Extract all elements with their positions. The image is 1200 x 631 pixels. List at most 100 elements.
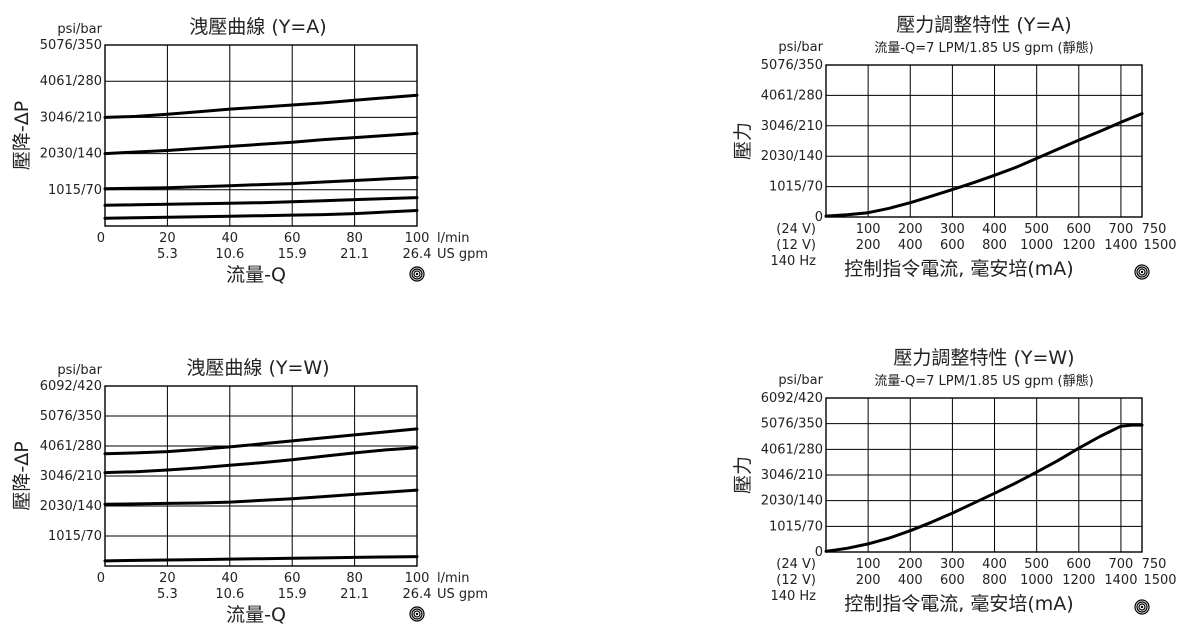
y-tick-label: 4061/280 xyxy=(761,88,823,103)
x-axis-label: 流量-Q xyxy=(226,604,286,626)
y-tick-label: 4061/280 xyxy=(761,442,823,457)
x-row-label: 140 Hz xyxy=(770,589,816,604)
hydraulic-symbol-icon xyxy=(409,266,425,282)
x-tick-label: 300 xyxy=(940,222,965,237)
x-tick-label-secondary: 1200 xyxy=(1062,238,1095,253)
series-line-3 xyxy=(103,488,419,506)
x-tick-label-secondary: 1000 xyxy=(1020,573,1053,588)
x-tick-label: 0 xyxy=(97,571,105,586)
hydraulic-symbol-icon xyxy=(1134,264,1150,280)
x-tick-label: 100 xyxy=(856,557,881,572)
x-tick-label: 100 xyxy=(405,231,430,246)
x-row-label: (24 V) xyxy=(776,222,816,237)
series-line-2 xyxy=(103,446,419,475)
x-tick-label-secondary: 400 xyxy=(898,238,923,253)
x-tick-label-secondary: 200 xyxy=(856,573,881,588)
x-tick-label: 400 xyxy=(982,222,1007,237)
x-row-label: (12 V) xyxy=(776,573,816,588)
x-unit-label-secondary: US gpm xyxy=(437,247,488,262)
chart-title: 洩壓曲線 (Y=A) xyxy=(189,16,326,38)
x-tick-label: 60 xyxy=(284,571,301,586)
x-tick-label-secondary: 1200 xyxy=(1062,573,1095,588)
y-unit-label: psi/bar xyxy=(57,22,102,37)
x-tick-label-secondary: 800 xyxy=(982,238,1007,253)
x-row-label: 140 Hz xyxy=(770,254,816,269)
x-tick-label: 60 xyxy=(284,231,301,246)
y-tick-label: 3046/210 xyxy=(761,468,823,483)
x-tick-label: 100 xyxy=(856,222,881,237)
x-tick-label-secondary: 26.4 xyxy=(403,247,432,262)
y-tick-label: 4061/280 xyxy=(40,439,102,454)
x-axis-label: 控制指令電流, 毫安培(mA) xyxy=(844,258,1073,280)
x-tick-label-secondary: 1400 xyxy=(1104,573,1137,588)
x-tick-label-secondary: 1000 xyxy=(1020,238,1053,253)
x-tick-label-secondary: 26.4 xyxy=(403,587,432,602)
chart-subtitle: 流量-Q=7 LPM/1.85 US gpm (靜態) xyxy=(874,373,1093,389)
y-tick-label: 2030/140 xyxy=(761,494,823,509)
series-line-1 xyxy=(103,427,419,456)
x-tick-label: 500 xyxy=(1024,222,1049,237)
series-line-5 xyxy=(103,209,419,220)
y-tick-label: 5076/350 xyxy=(40,409,102,424)
chart-4: 6092/420 5076/350 4061/280 3046/210 2030/140… xyxy=(732,347,1177,615)
x-axis-label: 控制指令電流, 毫安培(mA) xyxy=(844,593,1073,615)
series-line-3 xyxy=(103,175,419,191)
plot-frame xyxy=(104,44,418,227)
x-tick-label-secondary: 21.1 xyxy=(340,587,369,602)
y-axis-label: 壓降-ΔP xyxy=(11,441,33,510)
x-tick-label-secondary: 5.3 xyxy=(157,587,178,602)
x-tick-label: 750 xyxy=(1142,557,1167,572)
y-tick-label: 0 xyxy=(815,545,823,560)
x-row-label: (24 V) xyxy=(776,557,816,572)
series-line-4 xyxy=(103,555,419,563)
x-tick-label: 700 xyxy=(1109,222,1134,237)
x-tick-label: 20 xyxy=(159,571,176,586)
y-axis-label: 壓降-ΔP xyxy=(11,101,33,170)
y-tick-label: 2030/140 xyxy=(761,149,823,164)
series-line-4 xyxy=(103,196,419,207)
x-tick-label: 700 xyxy=(1109,557,1134,572)
x-tick-label: 500 xyxy=(1024,557,1049,572)
y-tick-label: 2030/140 xyxy=(40,147,102,162)
x-unit-label: l/min xyxy=(437,571,470,586)
x-tick-label-secondary: 15.9 xyxy=(278,587,307,602)
x-tick-label: 400 xyxy=(982,557,1007,572)
y-tick-label: 3046/210 xyxy=(761,119,823,134)
y-tick-label: 1015/70 xyxy=(48,183,102,198)
x-tick-label: 600 xyxy=(1066,222,1091,237)
y-tick-label: 5076/350 xyxy=(40,38,102,53)
y-tick-label: 0 xyxy=(815,210,823,225)
x-tick-label-secondary: 1400 xyxy=(1104,238,1137,253)
y-tick-label: 4061/280 xyxy=(40,74,102,89)
y-tick-label: 1015/70 xyxy=(769,180,823,195)
y-axis-label: 壓力 xyxy=(732,122,754,160)
x-axis-label: 流量-Q xyxy=(226,264,286,286)
y-tick-label: 1015/70 xyxy=(769,519,823,534)
x-tick-label: 600 xyxy=(1066,557,1091,572)
series-line-1 xyxy=(824,423,1144,553)
x-tick-label: 200 xyxy=(898,557,923,572)
x-tick-label: 0 xyxy=(97,231,105,246)
x-tick-label-secondary: 5.3 xyxy=(157,247,178,262)
chart-1: 5076/350 4061/280 3046/210 2030/140 1015/70 p… xyxy=(11,16,488,286)
y-unit-label: psi/bar xyxy=(57,363,102,378)
series-line-2 xyxy=(103,131,419,156)
x-tick-label-secondary: 600 xyxy=(940,573,965,588)
x-tick-label-secondary: 400 xyxy=(898,573,923,588)
chart-title: 洩壓曲線 (Y=W) xyxy=(186,357,329,379)
x-tick-label: 300 xyxy=(940,557,965,572)
chart-subtitle: 流量-Q=7 LPM/1.85 US gpm (靜態) xyxy=(874,40,1093,56)
chart-3: 5076/350 4061/280 3046/210 2030/140 1015/70 0… xyxy=(732,14,1177,280)
series-line-1 xyxy=(103,93,419,119)
y-unit-label: psi/bar xyxy=(778,40,823,55)
x-tick-label: 100 xyxy=(405,571,430,586)
x-tick-label-secondary: 200 xyxy=(856,238,881,253)
x-tick-label-secondary: 21.1 xyxy=(340,247,369,262)
series-line-1 xyxy=(824,112,1144,218)
x-row-label: (12 V) xyxy=(776,238,816,253)
x-tick-label: 750 xyxy=(1142,222,1167,237)
x-tick-label-secondary: 1500 xyxy=(1143,573,1176,588)
chart-title: 壓力調整特性 (Y=W) xyxy=(893,347,1074,369)
x-tick-label: 80 xyxy=(346,231,363,246)
